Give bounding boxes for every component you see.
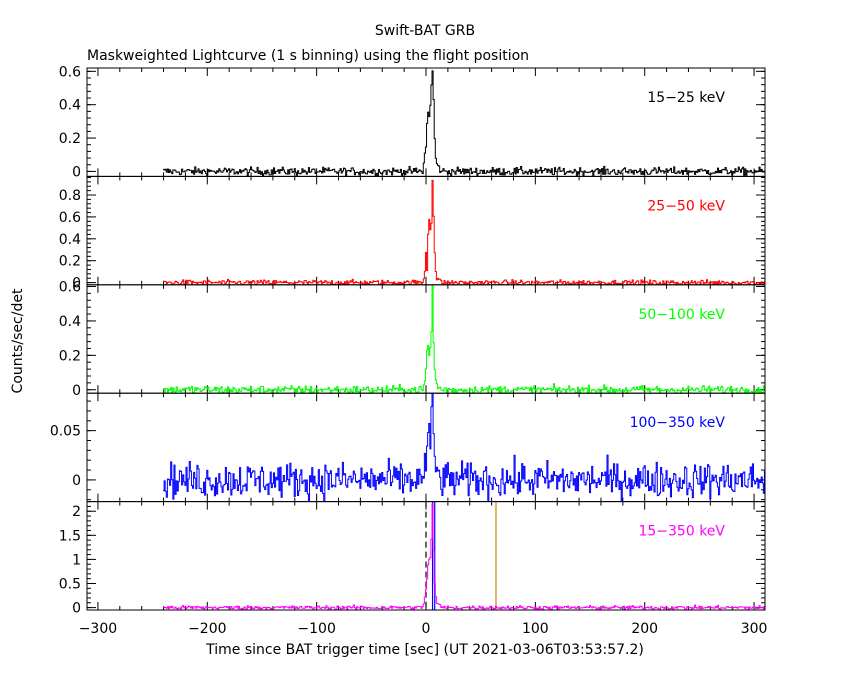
y-tick-label: 0.2 [59,131,81,147]
panel-3: 0 0.2 0.4 0.6 50−100 keV [59,280,766,399]
y-tick-label: 0.4 [59,98,81,114]
panel-frame [86,284,766,394]
y-tick-label: 0.4 [59,232,81,248]
y-tick-label: 0.6 [59,210,81,226]
series-label: 25−50 keV [647,198,725,214]
x-tick-label: −300 [79,621,117,637]
y-tick-label: 0.05 [50,424,81,440]
y-tick-label: 0.4 [59,314,81,330]
chart-title: Swift-BAT GRB [375,23,475,39]
panel-2: 0 0.2 0.4 0.6 0.8 25−50 keV [59,175,766,292]
y-tick-label: 2 [72,504,81,520]
y-axis-label: Counts/sec/det [10,288,26,393]
panel-1: 0 0.2 0.4 0.6 15−25 keV [59,64,766,180]
x-tick-label: 100 [522,621,549,637]
series-line [163,285,765,394]
panel-4: 0 0.05 100−350 keV [50,392,766,503]
y-tick-label: 0.6 [59,280,81,296]
series-line [163,179,765,285]
panel-5: 0 0.5 1 1.5 2 15−350 keV [59,501,766,617]
y-tick-label: 0 [72,601,81,617]
chart-subtitle: Maskweighted Lightcurve (1 s binning) us… [87,48,529,64]
x-tick-label: 0 [422,621,431,637]
y-tick-label: 0.2 [59,348,81,364]
series-line [163,393,765,502]
x-tick-label: −100 [297,621,335,637]
y-tick-label: 0.5 [59,577,81,593]
y-tick-label: 1 [72,552,81,568]
y-tick-label: 1.5 [59,528,81,544]
y-tick-label: 0 [72,276,81,292]
y-tick-label: 0.8 [59,188,81,204]
series-label: 15−350 keV [638,524,725,540]
series-label: 50−100 keV [638,307,725,323]
panels-group: 0 0.2 0.4 0.6 15−25 keV 0 0.2 0.4 0.6 0.8 25−50 ke… [50,64,766,617]
y-tick-label: 0.6 [59,64,81,80]
series-label: 100−350 keV [630,415,726,431]
x-tick-label: 200 [631,621,658,637]
y-tick-label: 0 [72,383,81,399]
panel-frame [86,392,766,503]
series-line [163,70,765,177]
series-label: 15−25 keV [647,90,725,106]
x-axis-label: Time since BAT trigger time [sec] (UT 20… [205,642,644,658]
panel-frame [86,501,766,611]
series-line [163,503,765,611]
panel-frame [86,67,766,177]
x-axis: −300 −200 −100 0 100 200 300 [79,621,768,637]
x-tick-label: −200 [188,621,226,637]
x-tick-label: 300 [741,621,768,637]
panel-frame [86,175,766,286]
y-tick-label: 0 [72,164,81,180]
y-tick-label: 0 [72,473,81,489]
y-tick-label: 0.2 [59,254,81,270]
